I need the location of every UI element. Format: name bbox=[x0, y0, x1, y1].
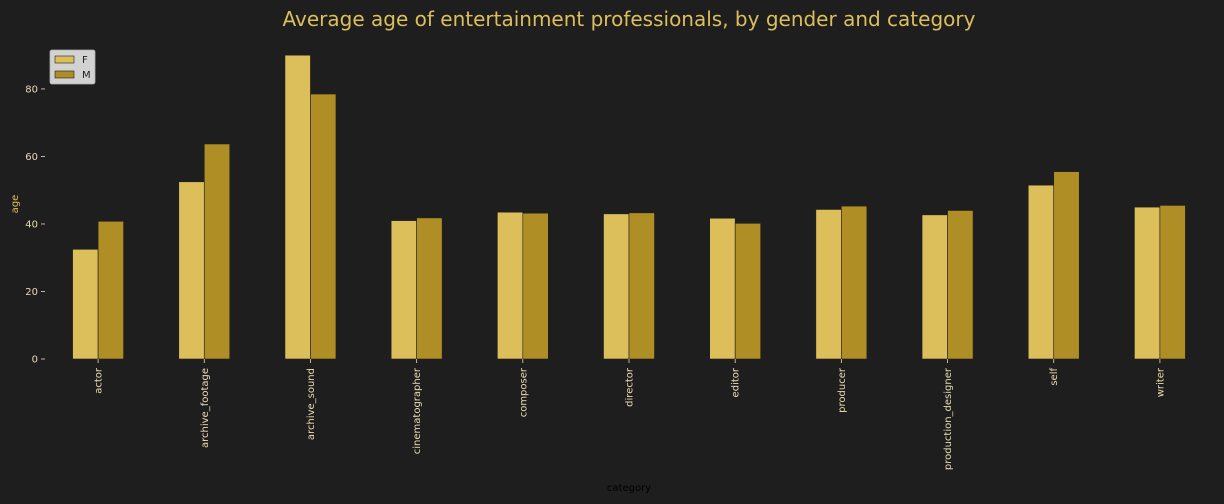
bar-M-editor bbox=[734, 223, 761, 360]
bars-group bbox=[72, 54, 1186, 360]
bar-F-composer bbox=[497, 211, 524, 360]
legend-label-M: M bbox=[82, 70, 91, 81]
y-tick-label: 60 bbox=[25, 152, 38, 163]
x-tick-label-editor: editor bbox=[731, 367, 742, 397]
bar-M-cinematographer bbox=[416, 217, 443, 360]
x-tick-label-writer: writer bbox=[1155, 367, 1166, 397]
legend-swatch-M bbox=[54, 70, 75, 79]
x-tick-label-composer: composer bbox=[518, 367, 529, 417]
legend-label-F: F bbox=[82, 55, 88, 66]
x-tick-label-self: self bbox=[1049, 368, 1060, 386]
bar-M-archive_footage bbox=[203, 143, 231, 360]
legend-swatch-F bbox=[54, 55, 75, 64]
bar-M-producer bbox=[841, 205, 868, 360]
y-tick-label: 80 bbox=[25, 84, 38, 95]
y-tick-label: 0 bbox=[32, 355, 38, 366]
bar-M-composer bbox=[522, 212, 549, 360]
bar-F-archive_footage bbox=[178, 181, 205, 360]
bar-F-editor bbox=[709, 217, 736, 360]
y-axis-label: age bbox=[10, 195, 21, 214]
bar-M-actor bbox=[97, 220, 124, 360]
bar-F-cinematographer bbox=[390, 220, 417, 360]
x-tick-label-director: director bbox=[625, 367, 636, 407]
legend: FM bbox=[49, 49, 96, 85]
bar-F-archive_sound bbox=[284, 54, 311, 360]
x-axis: actor archive_footage archive_sound cinemat… bbox=[94, 359, 1166, 470]
x-tick-label-archive_footage: archive_footage bbox=[200, 368, 211, 448]
bar-M-self bbox=[1053, 171, 1080, 360]
bar-M-director bbox=[628, 212, 655, 360]
y-axis: 0 20 40 60 80 bbox=[25, 84, 45, 366]
bar-M-production_designer bbox=[947, 210, 974, 360]
y-tick-label: 20 bbox=[25, 287, 38, 298]
bar-F-production_designer bbox=[921, 214, 948, 360]
x-tick-label-production_designer: production_designer bbox=[943, 367, 954, 470]
bar-F-producer bbox=[815, 209, 842, 360]
bar-F-director bbox=[603, 213, 630, 360]
chart-title: Average age of entertainment professiona… bbox=[283, 7, 976, 31]
bar-F-actor bbox=[72, 248, 99, 360]
x-tick-label-cinematographer: cinematographer bbox=[412, 367, 423, 454]
y-tick-label: 40 bbox=[25, 219, 38, 230]
bar-M-archive_sound bbox=[310, 93, 337, 360]
x-axis-label: category bbox=[607, 483, 651, 494]
x-tick-label-archive_sound: archive_sound bbox=[306, 368, 317, 440]
x-tick-label-producer: producer bbox=[837, 367, 848, 413]
bar-F-writer bbox=[1134, 206, 1161, 360]
bar-M-writer bbox=[1159, 205, 1186, 360]
bar-F-self bbox=[1027, 184, 1055, 360]
x-tick-label-actor: actor bbox=[94, 367, 105, 394]
